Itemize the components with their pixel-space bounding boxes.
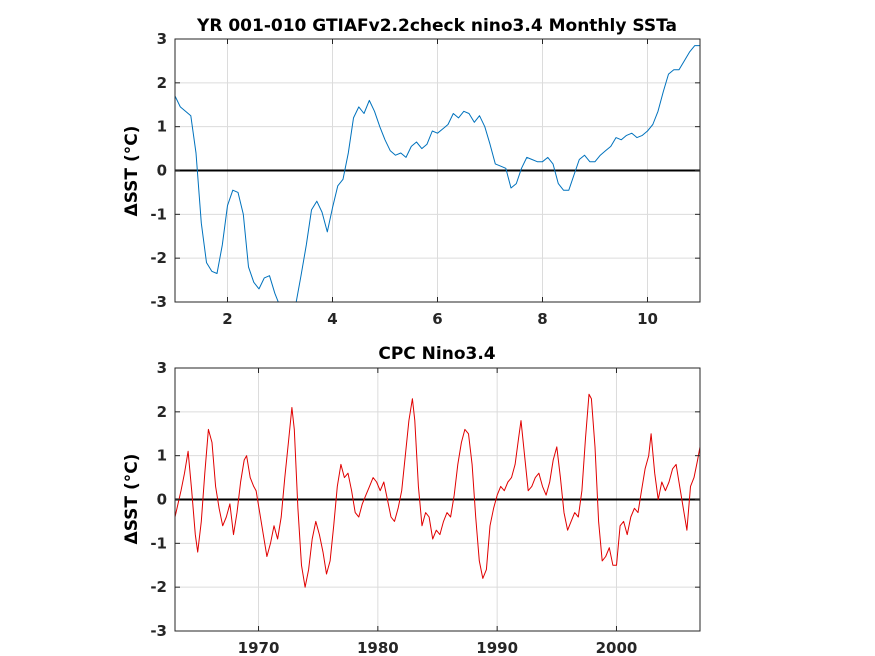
- top-y-tick-label: 1: [157, 118, 167, 136]
- bottom-y-tick-label: -2: [150, 578, 167, 596]
- bottom-y-tick-label: -3: [150, 622, 167, 640]
- top-y-axis-label: ΔSST (°C): [122, 126, 142, 217]
- bottom-chart-title: CPC Nino3.4: [378, 344, 495, 364]
- bottom-x-tick-label: 1990: [476, 639, 518, 656]
- top-x-tick-label: 4: [327, 310, 337, 328]
- bottom-series-line-0: [175, 393, 700, 588]
- top-x-tick-label: 6: [432, 310, 442, 328]
- bottom-x-tick-label: 1970: [238, 639, 280, 656]
- top-chart-title: YR 001-010 GTIAFv2.2check nino3.4 Monthl…: [196, 16, 677, 36]
- top-series-line-0: [175, 45, 700, 302]
- bottom-y-tick-label: 3: [157, 359, 167, 377]
- bottom-tick-labels: 1970 1980 1990 2000 -3 -2 -1 0 1 2 3: [150, 359, 700, 656]
- top-y-tick-label: -2: [150, 249, 167, 267]
- top-y-tick-label: 3: [157, 30, 167, 48]
- top-y-tick-label: -1: [150, 205, 167, 223]
- bottom-series-group: [175, 393, 700, 588]
- bottom-x-tick-label: 2000: [596, 639, 638, 656]
- top-tick-labels: 2 4 6 8 10 -3 -2 -1 0 1 2 3: [150, 30, 700, 328]
- top-series-group: [175, 45, 700, 302]
- bottom-chart-panel: CPC Nino3.4 ΔSST (°C) 1970 1980 1990 2000 -3…: [122, 344, 701, 656]
- top-y-tick-label: -3: [150, 293, 167, 311]
- bottom-y-tick-label: 2: [157, 403, 167, 421]
- bottom-y-axis-label: ΔSST (°C): [122, 454, 142, 545]
- bottom-x-tick-label: 1980: [357, 639, 399, 656]
- bottom-y-tick-label: 1: [157, 447, 167, 465]
- top-x-tick-label: 10: [637, 310, 658, 328]
- top-chart-panel: YR 001-010 GTIAFv2.2check nino3.4 Monthl…: [122, 16, 701, 328]
- top-x-tick-label: 8: [537, 310, 547, 328]
- top-y-tick-label: 0: [157, 162, 167, 180]
- top-x-tick-label: 2: [222, 310, 232, 328]
- bottom-y-tick-label: 0: [157, 491, 167, 509]
- top-y-tick-label: 2: [157, 74, 167, 92]
- bottom-y-tick-label: -1: [150, 534, 167, 552]
